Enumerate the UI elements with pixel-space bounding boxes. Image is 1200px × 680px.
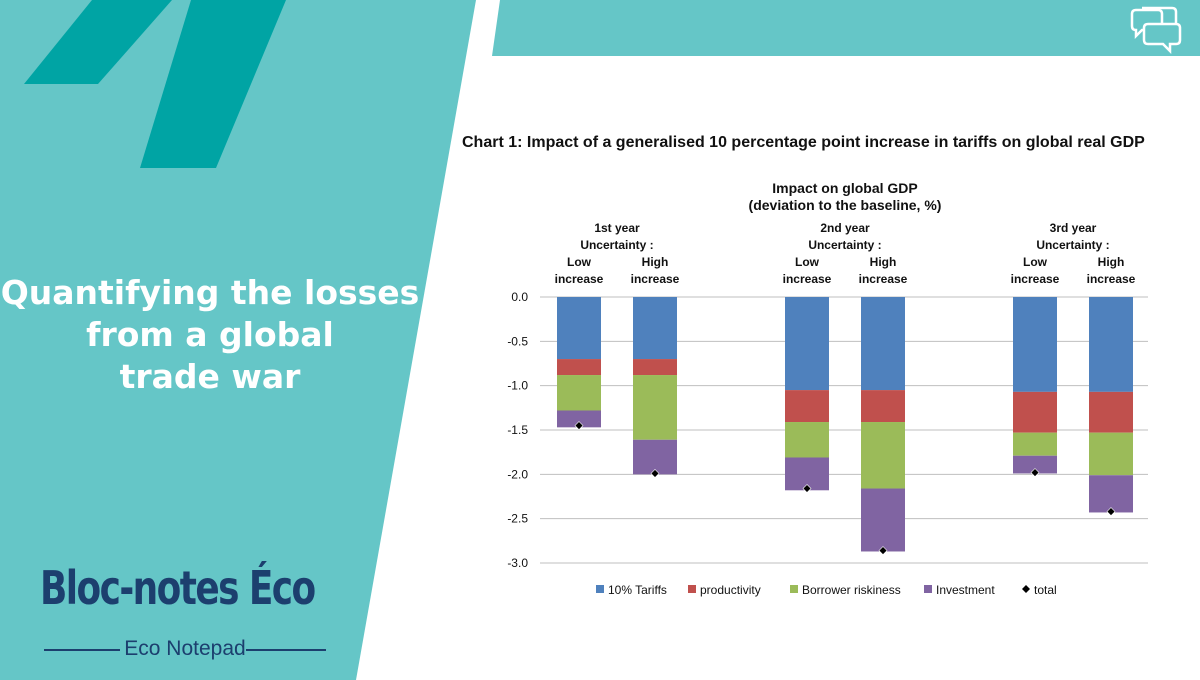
category-label: increase	[555, 272, 604, 286]
chart-subtitle: Impact on global GDP	[772, 180, 917, 196]
group-label: Uncertainty :	[1036, 238, 1109, 252]
bar-segment-10-tariffs	[861, 297, 905, 391]
y-tick-label: -3.0	[507, 556, 528, 570]
bar-segment-productivity	[633, 359, 677, 376]
bar-segment-10-tariffs	[785, 297, 829, 391]
bar-segment-productivity	[1013, 391, 1057, 433]
category-label: High	[1098, 255, 1125, 269]
quote-icon	[24, 0, 286, 168]
bar-segment-productivity	[861, 390, 905, 423]
total-marker	[650, 469, 660, 478]
bar-segment-borrower-riskiness	[861, 422, 905, 489]
legend-swatch-total	[1022, 585, 1030, 593]
bar-segment-borrower-riskiness	[633, 375, 677, 440]
brand-subtitle: Eco Notepad	[124, 637, 246, 660]
y-tick-label: -1.5	[507, 423, 528, 437]
total-marker	[1106, 507, 1116, 516]
group-label: Uncertainty :	[580, 238, 653, 252]
bar-segment-productivity	[1089, 391, 1133, 433]
headline-line: from a global	[86, 315, 334, 354]
legend-label: Investment	[936, 583, 995, 597]
total-marker	[574, 421, 584, 430]
group-label: Uncertainty :	[808, 238, 881, 252]
category-label: Low	[1023, 255, 1048, 269]
y-tick-label: -0.5	[507, 334, 528, 348]
legend-label: total	[1034, 583, 1057, 597]
bar-segment-productivity	[557, 359, 601, 376]
category-label: Low	[567, 255, 592, 269]
bar-segment-10-tariffs	[633, 297, 677, 360]
category-label: increase	[1087, 272, 1136, 286]
bar-segment-borrower-riskiness	[1013, 432, 1057, 456]
group-label: 3rd year	[1050, 221, 1097, 235]
bar-segment-10-tariffs	[1013, 297, 1057, 392]
bar-segment-investment	[633, 439, 677, 475]
headline-line: Quantifying the losses	[0, 273, 420, 312]
category-label: Low	[795, 255, 820, 269]
bar-segment-10-tariffs	[1089, 297, 1133, 392]
top-banner	[492, 0, 1200, 56]
bar-segment-investment	[861, 488, 905, 552]
total-marker	[878, 546, 888, 556]
category-label: High	[870, 255, 897, 269]
bar-segment-borrower-riskiness	[1089, 432, 1133, 476]
legend-label: 10% Tariffs	[608, 583, 667, 597]
bar-segment-investment	[1013, 455, 1057, 474]
chart-title: Chart 1: Impact of a generalised 10 perc…	[462, 134, 1145, 151]
category-label: increase	[631, 272, 680, 286]
legend-label: productivity	[700, 583, 761, 597]
legend-label: Borrower riskiness	[802, 583, 901, 597]
category-label: increase	[783, 272, 832, 286]
left-panel	[0, 0, 476, 680]
category-label: increase	[1011, 272, 1060, 286]
total-marker	[802, 484, 812, 493]
group-label: 1st year	[594, 221, 640, 235]
bar-segment-10-tariffs	[557, 297, 601, 360]
y-tick-label: 0.0	[511, 290, 528, 304]
brand-rule-right	[246, 649, 326, 651]
headline: Quantifying the losses from a global tra…	[0, 272, 420, 398]
legend-swatch-productivity	[688, 585, 696, 593]
bar-segment-productivity	[785, 390, 829, 423]
chart-subtitle: (deviation to the baseline, %)	[749, 197, 942, 213]
brand-logo: Bloc-notes Éco Eco Notepad	[40, 558, 330, 660]
category-label: High	[642, 255, 669, 269]
brand-rule-left	[44, 649, 120, 651]
group-label: 2nd year	[820, 221, 870, 235]
category-label: increase	[859, 272, 908, 286]
headline-line: trade war	[119, 357, 301, 396]
legend-swatch-10-tariffs	[596, 585, 604, 593]
total-marker	[1030, 468, 1040, 477]
y-tick-label: -2.0	[507, 467, 528, 481]
legend-swatch-investment	[924, 585, 932, 593]
legend-swatch-borrower-riskiness	[790, 585, 798, 593]
bar-segment-borrower-riskiness	[785, 422, 829, 458]
y-tick-label: -2.5	[507, 512, 528, 526]
y-tick-label: -1.0	[507, 379, 528, 393]
bar-segment-investment	[1089, 475, 1133, 513]
bar-segment-borrower-riskiness	[557, 375, 601, 411]
chat-bubbles-icon[interactable]	[1128, 4, 1184, 54]
bar-segment-investment	[557, 410, 601, 428]
